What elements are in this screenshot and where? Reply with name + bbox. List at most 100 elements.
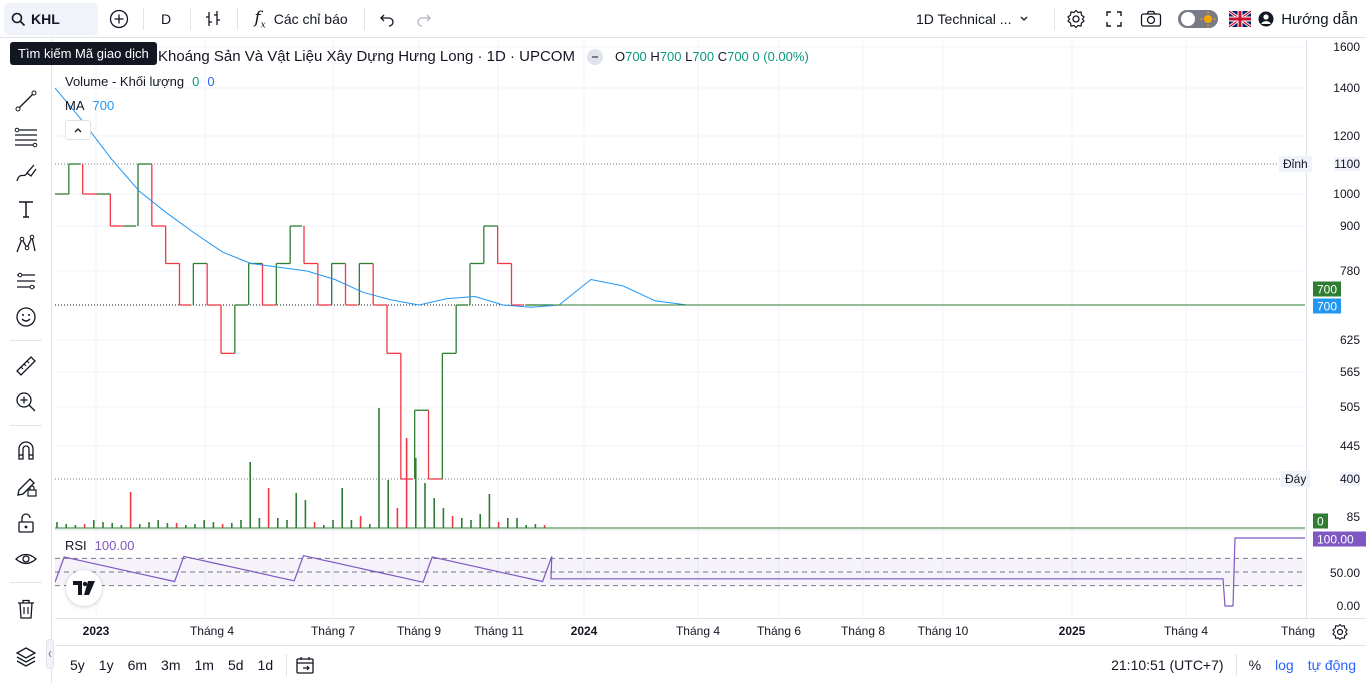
tradingview-logo[interactable]	[66, 570, 102, 606]
rsi-legend[interactable]: RSI 100.00	[65, 538, 134, 553]
range-3m-button[interactable]: 3m	[161, 656, 181, 673]
hide-drawings-tool[interactable]	[8, 543, 44, 575]
magnet-tool[interactable]	[8, 435, 44, 467]
scale-settings-icon[interactable]	[1331, 623, 1349, 641]
low-value: 700	[692, 49, 715, 64]
theme-toggle-icon	[1178, 10, 1218, 28]
chart-pane[interactable]	[55, 40, 1305, 645]
add-circle-icon	[109, 9, 129, 29]
symbol-search-tooltip: Tìm kiếm Mã giao dịch	[10, 42, 157, 65]
chart-type-button[interactable]	[198, 0, 228, 38]
help-label: Hướng dẫn	[1281, 10, 1358, 28]
object-tree-tool[interactable]	[8, 641, 44, 673]
collapse-toolbar-handle[interactable]	[46, 639, 54, 669]
time-scale[interactable]: 2023 Tháng 4 Tháng 7 Tháng 9 Tháng 11 2024 Thá…	[55, 618, 1366, 644]
symbol-search-button[interactable]: KHL	[4, 3, 98, 35]
zoom-in-tool[interactable]	[8, 386, 44, 418]
eye-icon	[15, 553, 37, 565]
range-5d-button[interactable]: 5d	[227, 656, 244, 673]
trash-icon	[18, 599, 34, 619]
redo-button[interactable]	[410, 0, 438, 38]
rsi-pane	[55, 529, 1305, 607]
clock-timezone[interactable]: 21:10:51 (UTC+7)	[1111, 656, 1224, 673]
price-scale[interactable]: 1600 1400 1200 1000 900 780 625 565 505 445 400 50…	[1306, 40, 1366, 618]
time-tick: Tháng 11	[474, 624, 524, 638]
forecast-icon	[17, 272, 35, 290]
trend-line-tool[interactable]	[8, 85, 44, 117]
indicators-label: Các chỉ báo	[273, 11, 348, 27]
ruler-icon	[16, 356, 36, 376]
high-value: 700	[659, 49, 682, 64]
price-tick: 1200	[1333, 129, 1360, 143]
fullscreen-button[interactable]	[1100, 0, 1128, 38]
pattern-tool[interactable]	[8, 229, 44, 261]
toolbar-divider	[1235, 653, 1237, 676]
remove-drawings-tool[interactable]	[8, 593, 44, 625]
lock-all-drawings-tool[interactable]	[8, 507, 44, 539]
brush-icon	[16, 164, 37, 182]
layout-name: 1D Technical ...	[916, 11, 1012, 27]
log-scale-toggle[interactable]: log	[1275, 656, 1294, 673]
open-label: O	[614, 49, 626, 64]
percent-scale-toggle[interactable]: %	[1248, 656, 1262, 673]
last-price-badge: 700	[1313, 281, 1342, 297]
volume-label: Volume - Khối lượng	[65, 74, 185, 89]
measure-tool[interactable]	[8, 350, 44, 382]
zoom-in-icon	[16, 392, 36, 412]
range-1m-button[interactable]: 1m	[194, 656, 214, 673]
chevron-down-icon	[1021, 16, 1028, 21]
high-label: Đỉnh	[1279, 156, 1312, 172]
smiley-icon	[16, 307, 36, 327]
range-1y-button[interactable]: 1y	[98, 656, 114, 673]
low-label: L	[685, 49, 693, 64]
compare-symbol-button[interactable]	[104, 0, 134, 38]
settings-button[interactable]	[1062, 0, 1090, 38]
forecast-tool[interactable]	[8, 265, 44, 297]
language-flag-button[interactable]	[1228, 0, 1252, 38]
tradingview-logo-icon	[73, 581, 95, 595]
toolbar-divider	[143, 8, 144, 30]
undo-button[interactable]	[373, 0, 401, 38]
fib-retracement-tool[interactable]	[8, 121, 44, 153]
text-tool[interactable]	[8, 193, 44, 225]
price-tick: 780	[1339, 264, 1360, 278]
indicators-button[interactable]: fx Các chỉ báo	[246, 0, 356, 38]
volume-legend[interactable]: Volume - Khối lượng 0 0	[65, 74, 215, 89]
price-tick: 900	[1339, 219, 1360, 233]
layers-icon	[15, 647, 37, 667]
price-tick: 1600	[1333, 40, 1360, 54]
collapse-legend-button[interactable]	[65, 120, 91, 140]
range-1d-button[interactable]: 1d	[257, 656, 274, 673]
time-tick: Tháng 4	[675, 624, 721, 638]
snapshot-button[interactable]	[1137, 0, 1165, 38]
range-5y-button[interactable]: 5y	[70, 656, 85, 673]
brush-tool[interactable]	[8, 157, 44, 189]
lock-drawing-mode-tool[interactable]	[8, 471, 44, 503]
price-tick: 565	[1339, 365, 1360, 379]
auto-scale-toggle[interactable]: tự động	[1307, 656, 1356, 673]
time-tick: Tháng	[1280, 624, 1316, 638]
icon-tool[interactable]	[8, 301, 44, 333]
volume-value-1: 0	[192, 74, 200, 89]
time-tick: Tháng 9	[396, 624, 442, 638]
magnet-icon	[18, 441, 34, 460]
main-series-legend: Khoáng Sản Và Vật Liệu Xây Dựng Hưng Lon…	[158, 48, 809, 65]
function-icon: fx	[254, 7, 266, 31]
volume-badge: 0	[1313, 513, 1328, 529]
symbol-title[interactable]: Khoáng Sản Và Vật Liệu Xây Dựng Hưng Lon…	[158, 48, 575, 65]
rsi-badge: 100.00	[1313, 531, 1366, 547]
price-tick: 625	[1339, 333, 1360, 347]
market-status-icon[interactable]	[586, 48, 603, 65]
time-tick: 2024	[570, 624, 598, 638]
interval-button[interactable]: D	[160, 11, 172, 27]
chevron-left-icon	[46, 639, 54, 669]
help-button[interactable]: Hướng dẫn	[1256, 0, 1360, 38]
layout-selector[interactable]: 1D Technical ...	[916, 0, 1048, 38]
close-value: 700	[727, 49, 749, 64]
open-value: 700	[625, 49, 647, 64]
go-to-date-button[interactable]	[295, 655, 315, 675]
theme-toggle[interactable]	[1176, 0, 1220, 38]
range-6m-button[interactable]: 6m	[127, 656, 148, 673]
ma-legend[interactable]: MA 700	[65, 98, 114, 113]
toolbar-divider	[1054, 8, 1055, 30]
